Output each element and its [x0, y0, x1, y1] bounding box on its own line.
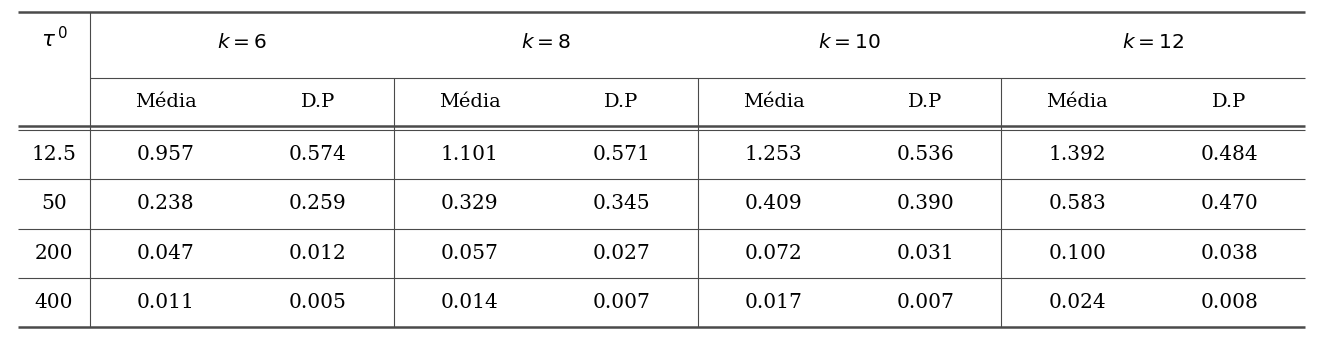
Text: 0.047: 0.047	[137, 244, 195, 263]
Text: D.P: D.P	[1212, 93, 1246, 111]
Text: $k = 12$: $k = 12$	[1122, 34, 1184, 53]
Text: 1.253: 1.253	[744, 145, 802, 164]
Text: 0.409: 0.409	[744, 194, 802, 213]
Text: Média: Média	[439, 93, 500, 111]
Text: 0.574: 0.574	[288, 145, 346, 164]
Text: 0.027: 0.027	[593, 244, 651, 263]
Text: D.P: D.P	[605, 93, 639, 111]
Text: 0.259: 0.259	[288, 194, 346, 213]
Text: $\tau^{\,0}$: $\tau^{\,0}$	[41, 27, 67, 53]
Text: 1.392: 1.392	[1048, 145, 1106, 164]
Text: 0.007: 0.007	[897, 293, 955, 312]
Text: 0.017: 0.017	[744, 293, 802, 312]
Text: 0.012: 0.012	[288, 244, 346, 263]
Text: 0.100: 0.100	[1048, 244, 1106, 263]
Text: 0.957: 0.957	[137, 145, 195, 164]
Text: 0.014: 0.014	[441, 293, 499, 312]
Text: Média: Média	[136, 93, 196, 111]
Text: $k = 8$: $k = 8$	[520, 34, 570, 53]
Text: $k = 6$: $k = 6$	[217, 34, 267, 53]
Text: 0.470: 0.470	[1200, 194, 1258, 213]
Text: 0.345: 0.345	[593, 194, 651, 213]
Text: 0.484: 0.484	[1200, 145, 1258, 164]
Text: 50: 50	[41, 194, 67, 213]
Text: 0.238: 0.238	[137, 194, 195, 213]
Text: 0.024: 0.024	[1048, 293, 1106, 312]
Text: 12.5: 12.5	[32, 145, 76, 164]
Text: 400: 400	[34, 293, 74, 312]
Text: 0.329: 0.329	[441, 194, 499, 213]
Text: 0.031: 0.031	[897, 244, 955, 263]
Text: 0.571: 0.571	[593, 145, 651, 164]
Text: 0.007: 0.007	[593, 293, 651, 312]
Text: 0.011: 0.011	[137, 293, 195, 312]
Text: D.P: D.P	[300, 93, 335, 111]
Text: 0.038: 0.038	[1200, 244, 1258, 263]
Text: 200: 200	[34, 244, 74, 263]
Text: 1.101: 1.101	[441, 145, 499, 164]
Text: 0.005: 0.005	[288, 293, 346, 312]
Text: Média: Média	[1046, 93, 1108, 111]
Text: 0.057: 0.057	[441, 244, 499, 263]
Text: 0.390: 0.390	[897, 194, 955, 213]
Text: 0.072: 0.072	[744, 244, 802, 263]
Text: D.P: D.P	[909, 93, 943, 111]
Text: 0.583: 0.583	[1048, 194, 1106, 213]
Text: $k = 10$: $k = 10$	[818, 34, 881, 53]
Text: 0.008: 0.008	[1200, 293, 1258, 312]
Text: Média: Média	[743, 93, 805, 111]
Text: 0.536: 0.536	[897, 145, 955, 164]
